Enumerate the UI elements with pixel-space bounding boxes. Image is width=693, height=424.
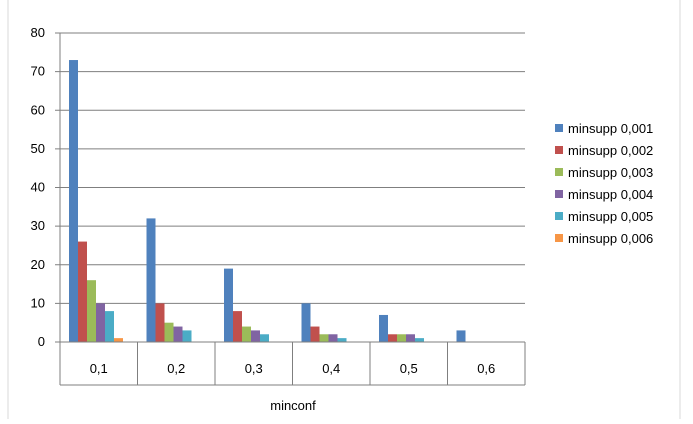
legend-swatch [555,168,563,176]
legend-swatch [555,234,563,242]
legend-swatch [555,146,563,154]
bar [78,241,87,342]
bar [242,326,251,342]
x-tick-label: 0,3 [245,361,263,376]
x-tick-label: 0,4 [322,361,340,376]
bar [379,314,388,342]
bar [182,330,192,342]
bars-layer [69,60,466,342]
x-tick-label: 0,1 [90,361,108,376]
bar [415,338,424,342]
x-tick-label: 0,6 [477,361,495,376]
bar [301,303,311,342]
bar [251,330,260,342]
bar [155,303,165,342]
bar [164,322,174,342]
bar [328,334,338,342]
bar [233,311,242,342]
bar [456,330,466,342]
y-tick-label: 10 [31,295,45,310]
bar [260,334,269,342]
y-tick-label: 30 [31,218,45,233]
legend-label: minsupp 0,002 [568,143,653,158]
legend-swatch [555,124,563,132]
bar [114,338,123,342]
bar [105,311,114,342]
bar [406,334,415,342]
legend-label: minsupp 0,003 [568,165,653,180]
bar [388,334,397,342]
bar [87,280,96,342]
y-tick-label: 0 [38,334,45,349]
y-tick-label: 40 [31,180,45,195]
x-tick-label: 0,2 [167,361,185,376]
legend-swatch [555,212,563,220]
bar [319,334,329,342]
y-tick-label: 50 [31,141,45,156]
bar [337,338,347,342]
y-tick-label: 80 [31,25,45,40]
x-axis-title: minconf [270,398,316,413]
bar [96,303,105,342]
legend-label: minsupp 0,001 [568,121,653,136]
legend-swatch [555,190,563,198]
legend: minsupp 0,001 minsupp 0,002 minsupp 0,003 m… [555,121,653,246]
legend-label: minsupp 0,006 [568,231,653,246]
legend-label: minsupp 0,004 [568,187,653,202]
y-tick-label: 20 [31,257,45,272]
bar [310,326,320,342]
x-tick-label: 0,5 [400,361,418,376]
bar [173,326,183,342]
bar [397,334,406,342]
y-tick-label: 70 [31,64,45,79]
bar [224,268,233,342]
y-tick-label: 60 [31,102,45,117]
legend-label: minsupp 0,005 [568,209,653,224]
axes-layer: 0 10 20 30 40 50 60 70 80 0,1 0,2 0,3 0,4 0,5 0,6 [31,25,526,386]
grid-layer [7,0,681,419]
bar [146,218,156,342]
bar [69,60,78,342]
